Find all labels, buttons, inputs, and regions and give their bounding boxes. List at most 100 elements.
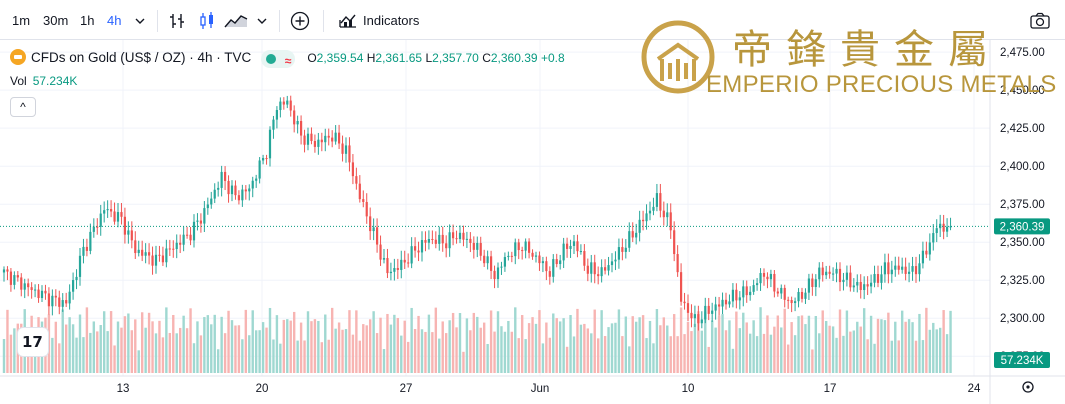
time-tick-label: 10 (682, 383, 695, 395)
volume-bar (818, 333, 821, 373)
candle-body (935, 228, 938, 234)
volume-bar (451, 312, 455, 373)
candle-body (859, 281, 862, 291)
candle-body (928, 242, 931, 255)
candle-body (413, 246, 417, 251)
volume-bar (617, 309, 621, 373)
candle-body (735, 289, 738, 301)
candles-icon[interactable] (195, 9, 219, 33)
volume-bar (355, 310, 358, 373)
candle-body (127, 230, 130, 235)
add-symbol-icon[interactable] (288, 9, 312, 33)
volume-bar (220, 316, 223, 373)
volume-bar (724, 330, 728, 373)
volume-bar (714, 327, 717, 373)
candle-body (168, 248, 171, 250)
candle-body (818, 267, 821, 280)
price-chart[interactable]: 2,475.00 2,450.00 2,425.00 2,400.00 2,375.00… (0, 40, 1065, 404)
volume-bar (71, 324, 75, 373)
candle-body (880, 274, 883, 283)
candle-body (431, 238, 434, 240)
volume-bar (210, 324, 213, 373)
candle-body (393, 268, 396, 272)
candle-body (44, 290, 47, 294)
candle-body (503, 257, 507, 267)
candle-body (534, 255, 538, 257)
volume-bar (631, 316, 634, 373)
settings-icon[interactable] (1022, 381, 1034, 393)
bar-style-icon[interactable] (165, 9, 189, 33)
volume-bar (517, 338, 520, 373)
chevron-down-icon[interactable] (128, 9, 152, 33)
volume-bar (362, 324, 365, 373)
volume-bar (344, 329, 348, 373)
chevron-down-icon[interactable] (250, 9, 274, 33)
area-chart-icon[interactable] (223, 9, 248, 33)
candle-body (572, 241, 576, 246)
price-tick-label: 2,375.00 (1000, 199, 1045, 211)
candle-body (600, 267, 603, 277)
volume-bar (140, 312, 144, 373)
interval-1m[interactable]: 1m (12, 13, 31, 28)
interval-1h[interactable]: 1h (80, 13, 95, 28)
candle-body (458, 232, 462, 240)
symbol-title[interactable]: CFDs on Gold (US$ / OZ) · 4h · TVC (31, 50, 252, 65)
volume-bar (310, 321, 313, 373)
candle-body (645, 213, 648, 222)
candle-body (313, 141, 317, 147)
volume-bar (223, 333, 227, 373)
volume-bar (127, 313, 130, 373)
camera-icon[interactable] (1028, 9, 1052, 33)
volume-bar (669, 336, 672, 373)
candle-body (856, 281, 859, 286)
tradingview-logo[interactable]: 17 (17, 327, 49, 357)
volume-bar (838, 309, 842, 373)
candle-body (68, 291, 71, 304)
volume-bar (590, 333, 593, 373)
watermark-english: EMPERIO PRECIOUS METALS (706, 71, 1057, 98)
price-tick-label: 2,350.00 (1000, 237, 1045, 249)
price-tick-label: 2,300.00 (1000, 313, 1045, 325)
volume-bar (862, 308, 866, 373)
candle-body (607, 265, 610, 271)
volume-bar (676, 336, 679, 373)
watermark-chinese: 帝鋒貴金屬 (732, 27, 1002, 73)
candle-body (797, 291, 800, 302)
candle-body (89, 231, 92, 251)
candle-body (116, 212, 120, 222)
candle-body (783, 287, 786, 300)
volume-bar (918, 313, 921, 373)
volume-bar (289, 320, 292, 373)
volume-bar (337, 322, 341, 373)
volume-bar (904, 321, 907, 373)
volume-bar (96, 331, 99, 373)
indicators-button[interactable]: Indicators (363, 13, 420, 28)
candle-body (876, 274, 880, 283)
interval-4h[interactable]: 4h (107, 13, 122, 28)
candle-body (894, 265, 897, 270)
gold-coin-icon (10, 49, 26, 65)
collapse-legend-button[interactable]: ^ (10, 97, 36, 117)
time-tick-label: 27 (400, 383, 413, 395)
volume-bar (161, 337, 165, 373)
market-status-toggle[interactable]: ≈ (261, 49, 296, 68)
candle-body (448, 232, 451, 249)
candle-body (914, 266, 918, 275)
volume-bar (821, 310, 824, 373)
volume-bar (479, 327, 482, 373)
candle-body (261, 158, 265, 161)
volume-bar (320, 342, 324, 373)
candle-body (514, 242, 517, 257)
candle-body (275, 110, 279, 120)
volume-bar (614, 322, 617, 373)
indicators-icon[interactable] (336, 9, 360, 33)
candle-body (462, 232, 465, 240)
volume-bar (102, 311, 106, 373)
volume-bar (348, 310, 351, 373)
volume-bar (279, 343, 282, 373)
candle-body (320, 139, 323, 143)
volume-bar (735, 311, 738, 373)
volume-bar (783, 308, 786, 373)
candle-body (16, 275, 19, 278)
interval-30m[interactable]: 30m (43, 13, 69, 28)
